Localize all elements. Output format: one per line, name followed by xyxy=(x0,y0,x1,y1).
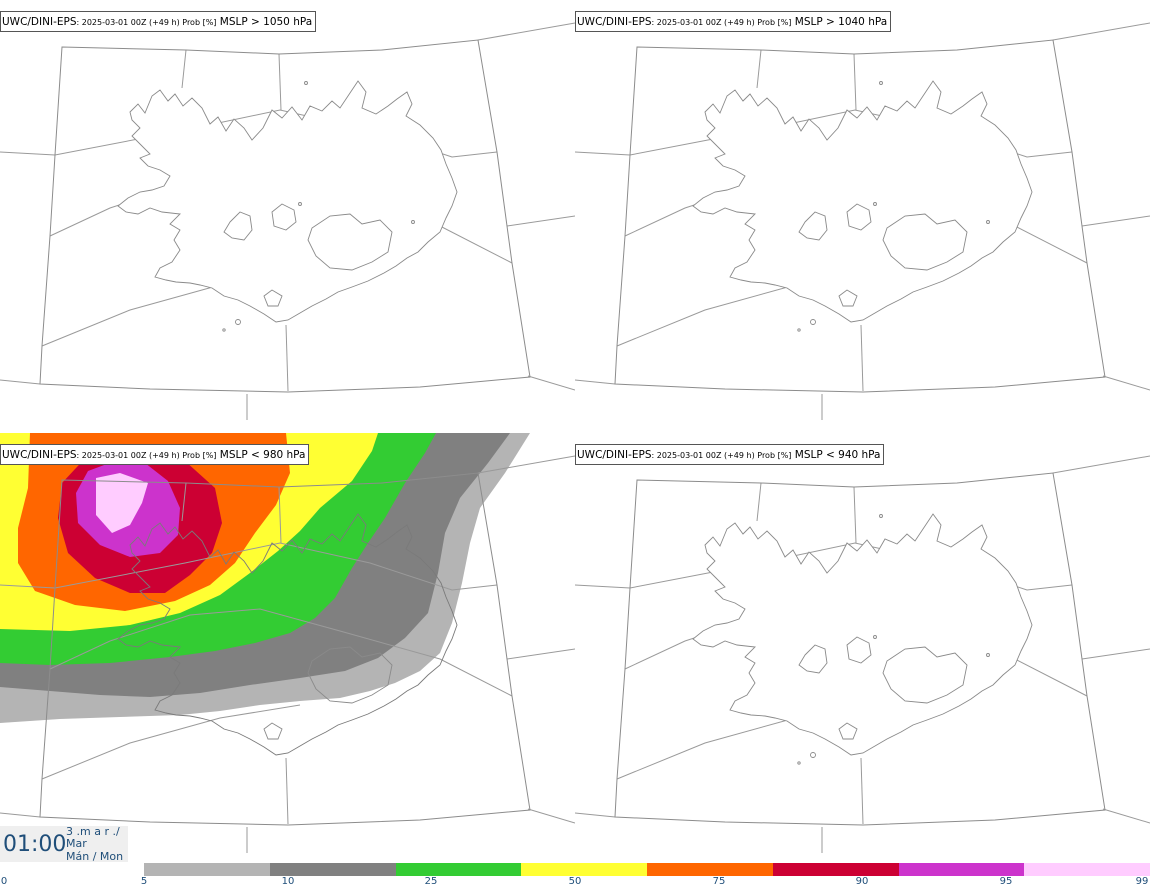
model-name: UWC/DINI-EPS xyxy=(577,449,652,461)
valid-month-line: Mar xyxy=(66,837,87,850)
colorbar-tick: 0 xyxy=(0,876,8,887)
valid-time-box: 01:00 3 .m a r ./ Mar Mán / Mon xyxy=(0,826,128,862)
map-panel-mslp-gt-1040: UWC/DINI-EPS: 2025-03-01 00Z (+49 h) Pro… xyxy=(575,0,1150,425)
model-name: UWC/DINI-EPS xyxy=(2,449,77,461)
colorbar-segment xyxy=(144,863,270,876)
threshold-label: MSLP < 980 hPa xyxy=(216,449,306,461)
colorbar-tick: 5 xyxy=(140,876,148,887)
panel-title: UWC/DINI-EPS: 2025-03-01 00Z (+49 h) Pro… xyxy=(0,444,310,465)
colorbar-tick: 50 xyxy=(568,876,582,887)
threshold-label: MSLP > 1050 hPa xyxy=(216,16,313,28)
map-panel-mslp-lt-940: UWC/DINI-EPS: 2025-03-01 00Z (+49 h) Pro… xyxy=(575,433,1150,858)
iceland-map xyxy=(575,22,1150,421)
colorbar-segment xyxy=(1024,863,1150,876)
colorbar-tick: 75 xyxy=(712,876,726,887)
prob-band-99 xyxy=(96,473,148,533)
valid-weekday-line: Mán / Mon xyxy=(66,850,124,863)
model-name: UWC/DINI-EPS xyxy=(2,16,77,28)
colorbar-tick: 90 xyxy=(855,876,869,887)
run-info: : 2025-03-01 00Z (+49 h) Prob [%] xyxy=(76,451,217,460)
panel-title: UWC/DINI-EPS: 2025-03-01 00Z (+49 h) Pro… xyxy=(0,11,317,32)
probability-field xyxy=(0,433,530,723)
iceland-map xyxy=(575,455,1150,854)
probability-colorbar xyxy=(144,863,1150,876)
threshold-label: MSLP > 1040 hPa xyxy=(791,16,888,28)
run-info: : 2025-03-01 00Z (+49 h) Prob [%] xyxy=(651,451,792,460)
panel-title: UWC/DINI-EPS: 2025-03-01 00Z (+49 h) Pro… xyxy=(575,11,892,32)
colorbar-segment xyxy=(772,863,899,876)
run-info: : 2025-03-01 00Z (+49 h) Prob [%] xyxy=(651,18,792,27)
iceland-map xyxy=(0,22,575,421)
valid-date-line: 3 .m a r ./ xyxy=(66,826,120,838)
iceland-map xyxy=(0,433,575,854)
colorbar-tick: 99 xyxy=(1135,876,1149,887)
run-info: : 2025-03-01 00Z (+49 h) Prob [%] xyxy=(76,18,217,27)
panel-title: UWC/DINI-EPS: 2025-03-01 00Z (+49 h) Pro… xyxy=(575,444,885,465)
colorbar-segment xyxy=(395,863,522,876)
map-panel-mslp-lt-980: UWC/DINI-EPS: 2025-03-01 00Z (+49 h) Pro… xyxy=(0,433,575,858)
valid-time-clock: 01:00 xyxy=(3,832,67,857)
colorbar-segment xyxy=(898,863,1025,876)
colorbar-segment xyxy=(647,863,773,876)
model-name: UWC/DINI-EPS xyxy=(577,16,652,28)
colorbar-segment xyxy=(521,863,647,876)
colorbar-segment xyxy=(269,863,396,876)
colorbar-tick: 95 xyxy=(999,876,1013,887)
threshold-label: MSLP < 940 hPa xyxy=(791,449,881,461)
map-panel-mslp-gt-1050: UWC/DINI-EPS: 2025-03-01 00Z (+49 h) Pro… xyxy=(0,0,575,425)
colorbar-tick: 25 xyxy=(424,876,438,887)
colorbar-tick: 10 xyxy=(281,876,295,887)
